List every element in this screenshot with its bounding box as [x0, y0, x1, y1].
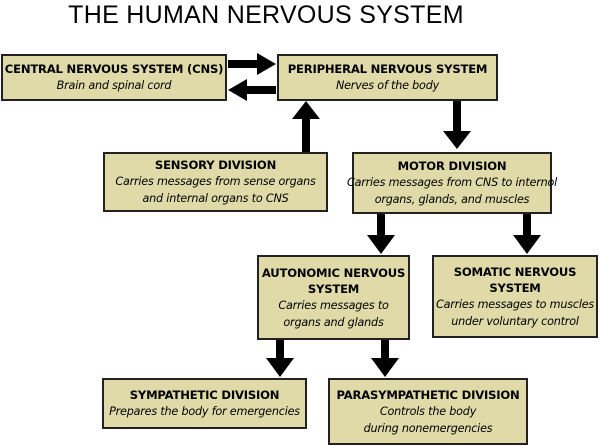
- arrow-sensory-to-pns: [292, 101, 320, 152]
- arrow-motor-to-somatic: [513, 214, 541, 254]
- parasympathetic-heading: PARASYMPATHETIC DIVISION: [336, 387, 520, 402]
- arrow-cns-to-pns: [228, 53, 276, 75]
- sympathetic-description: Prepares the body for emergencies: [109, 405, 300, 418]
- box-somatic-nervous-system: SOMATIC NERVOUS SYSTEM Carries messages …: [432, 255, 598, 338]
- somatic-description: Carries messages to muscles under volunt…: [435, 297, 595, 328]
- arrow-motor-to-autonomic: [367, 214, 395, 254]
- box-central-nervous-system: CENTRAL NERVOUS SYSTEM (CNS) Brain and s…: [1, 54, 227, 101]
- motor-heading: MOTOR DIVISION: [397, 159, 507, 173]
- diagram-title: THE HUMAN NERVOUS SYSTEM: [68, 1, 464, 29]
- sympathetic-heading: SYMPATHETIC DIVISION: [129, 388, 280, 402]
- autonomic-description: Carries messages to organs and glands: [278, 298, 389, 329]
- box-sympathetic-division: SYMPATHETIC DIVISION Prepares the body f…: [102, 378, 307, 429]
- parasympathetic-description: Controls the body during nonemergencies: [363, 404, 493, 435]
- arrow-autonomic-to-parasympathetic: [371, 340, 399, 377]
- arrow-autonomic-to-sympathetic: [266, 340, 294, 377]
- box-peripheral-nervous-system: PERIPHERAL NERVOUS SYSTEM Nerves of the …: [277, 54, 498, 101]
- arrow-pns-to-motor: [443, 101, 471, 149]
- pns-heading: PERIPHERAL NERVOUS SYSTEM: [287, 62, 488, 76]
- pns-description: Nerves of the body: [335, 79, 440, 92]
- sensory-heading: SENSORY DIVISION: [154, 158, 277, 172]
- box-sensory-division: SENSORY DIVISION Carries messages from s…: [103, 152, 328, 212]
- sensory-description: Carries messages from sense organs and i…: [115, 175, 316, 205]
- autonomic-heading: AUTONOMIC NERVOUS SYSTEM: [261, 265, 406, 296]
- motor-description: Carries messages from CNS to internol or…: [346, 176, 558, 206]
- box-motor-division: MOTOR DIVISION Carries messages from CNS…: [347, 152, 557, 214]
- cns-description: Brain and spinal cord: [56, 79, 172, 92]
- arrow-pns-to-cns: [228, 79, 276, 101]
- somatic-heading: SOMATIC NERVOUS SYSTEM: [453, 264, 577, 295]
- box-autonomic-nervous-system: AUTONOMIC NERVOUS SYSTEM Carries message…: [257, 255, 410, 340]
- box-parasympathetic-division: PARASYMPATHETIC DIVISION Controls the bo…: [328, 378, 528, 445]
- cns-heading: CENTRAL NERVOUS SYSTEM (CNS): [4, 62, 224, 76]
